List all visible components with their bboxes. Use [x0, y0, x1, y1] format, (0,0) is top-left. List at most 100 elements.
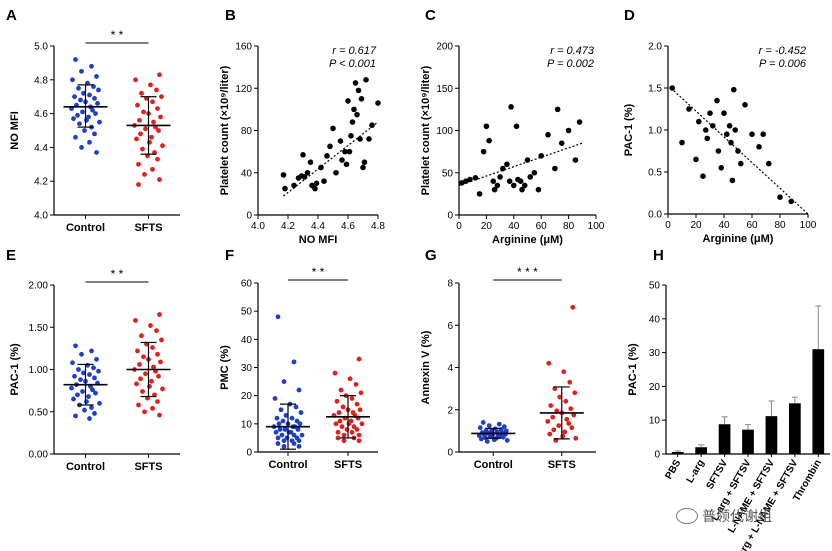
bar: [789, 403, 801, 454]
data-point: [87, 139, 92, 145]
data-point: [281, 379, 287, 384]
y-tick-label: 80: [241, 126, 253, 137]
data-point: [289, 415, 295, 421]
significance-label: * *: [312, 265, 325, 279]
trend-line: [458, 142, 583, 186]
data-point: [142, 172, 147, 177]
data-point: [70, 77, 75, 83]
data-point: [349, 119, 356, 125]
data-point: [703, 127, 709, 133]
data-point: [92, 375, 97, 381]
data-point: [291, 182, 297, 189]
y-tick-label: 8: [447, 279, 453, 290]
data-point: [467, 176, 473, 183]
x-tick-label: Control: [66, 222, 105, 234]
bar: [765, 416, 778, 454]
data-point: [149, 134, 154, 140]
x-tick-label: SFTSV: [705, 458, 731, 492]
data-point: [141, 109, 146, 115]
data-point: [134, 381, 139, 387]
data-point: [78, 377, 83, 383]
data-point: [157, 72, 162, 78]
data-point: [157, 312, 162, 317]
data-point: [73, 343, 78, 349]
y-tick-label: 50: [649, 281, 661, 292]
data-point: [136, 161, 141, 167]
data-point: [342, 148, 348, 155]
data-point: [154, 87, 159, 93]
data-point: [90, 387, 95, 393]
data-point: [89, 348, 94, 354]
data-point: [354, 111, 360, 118]
data-point: [275, 435, 281, 441]
data-point: [92, 131, 97, 137]
data-point: [477, 425, 483, 431]
y-tick-label: 4.2: [34, 177, 48, 188]
y-tick-label: 4.4: [34, 143, 48, 154]
data-point: [339, 424, 345, 430]
data-point: [282, 427, 288, 432]
x-tick-label: 4.8: [371, 221, 385, 232]
data-point: [334, 398, 340, 404]
data-point: [354, 401, 360, 407]
data-point: [301, 174, 308, 180]
x-tick-label: SFTS: [134, 222, 162, 234]
data-point: [777, 194, 783, 200]
data-point: [524, 157, 531, 163]
data-point: [137, 362, 142, 367]
data-point: [296, 443, 302, 449]
y-axis-label: PMC (%): [219, 345, 231, 390]
panel-letter: E: [6, 247, 16, 264]
data-point: [700, 173, 706, 179]
y-tick-label: 150: [436, 84, 453, 95]
data-point: [572, 157, 579, 163]
data-point: [291, 359, 297, 365]
data-point: [77, 121, 82, 127]
data-point: [756, 144, 762, 150]
bar: [812, 349, 825, 454]
data-point: [155, 399, 160, 405]
data-point: [472, 175, 479, 181]
y-tick-label: 200: [436, 42, 453, 53]
stat-p: P = 0.006: [759, 58, 807, 70]
data-point: [565, 127, 572, 134]
data-point: [84, 399, 89, 405]
data-point: [535, 186, 542, 193]
data-point: [519, 186, 525, 193]
data-point: [140, 389, 145, 394]
x-tick-label: Control: [474, 459, 513, 471]
x-tick-label: Control: [268, 459, 307, 471]
data-point: [276, 421, 282, 427]
data-point: [573, 435, 579, 441]
data-point: [572, 390, 578, 396]
data-point: [313, 180, 320, 187]
data-point: [136, 182, 141, 187]
data-point: [346, 148, 353, 155]
y-axis-label: Platelet count (×10⁹/liter): [420, 65, 432, 195]
y-tick-label: 4.8: [34, 75, 48, 86]
y-tick-label: 0: [447, 211, 453, 222]
data-point: [556, 423, 562, 428]
y-tick-label: 2.00: [29, 281, 49, 292]
data-point: [566, 421, 572, 426]
data-point: [133, 318, 138, 323]
y-tick-label: 4.6: [34, 109, 48, 120]
y-tick-label: 6: [447, 321, 453, 332]
data-point: [82, 407, 87, 413]
data-point: [151, 364, 156, 370]
data-point: [340, 404, 346, 410]
data-point: [97, 400, 102, 406]
data-point: [554, 106, 561, 113]
y-tick-label: 160: [235, 42, 252, 53]
panel-letter: D: [624, 7, 635, 24]
data-point: [89, 63, 94, 69]
x-tick-label: SFTS: [134, 461, 162, 473]
data-point: [501, 424, 507, 430]
data-point: [486, 423, 492, 428]
panel-f: F 0 10 20 30 40 50 60 PMC (%) Control SFTS * *: [219, 247, 378, 471]
data-point: [143, 371, 148, 377]
data-point: [570, 304, 576, 310]
x-tick-label: 100: [588, 221, 605, 232]
data-point: [547, 431, 553, 437]
x-tick-label: 100: [800, 220, 817, 231]
